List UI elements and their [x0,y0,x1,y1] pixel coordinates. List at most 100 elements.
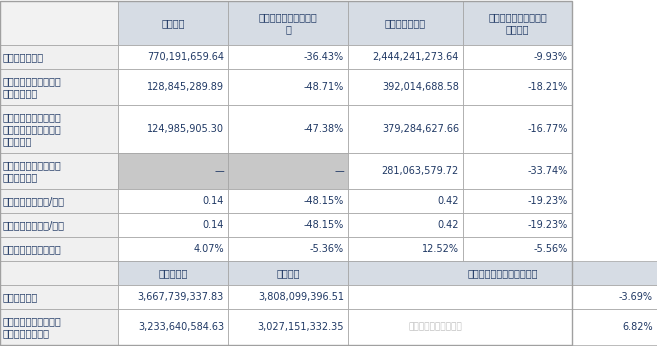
Bar [463,45,572,69]
Text: 128,845,289.89: 128,845,289.89 [147,82,224,92]
Text: 12.52%: 12.52% [422,244,459,254]
Bar [0,105,118,153]
Bar [118,45,228,69]
Bar [228,213,348,237]
Text: -18.21%: -18.21% [528,82,568,92]
Bar [348,69,463,105]
Bar [0,237,118,261]
Bar [118,213,228,237]
Text: -48.15%: -48.15% [304,196,344,206]
Bar [228,45,348,69]
Bar [0,1,572,345]
Bar [0,69,118,105]
Text: 雪球：众成医械研究院: 雪球：众成医械研究院 [409,322,463,331]
Text: 0.42: 0.42 [438,196,459,206]
Bar [0,213,118,237]
Bar [118,285,228,309]
Text: 379,284,627.66: 379,284,627.66 [382,124,459,134]
Text: 0.14: 0.14 [202,220,224,230]
Bar [0,309,118,345]
Text: 基本每股收益（元/股）: 基本每股收益（元/股） [3,196,65,206]
Text: 年初至报告期末: 年初至报告期末 [385,18,426,28]
Text: -3.69%: -3.69% [619,292,653,302]
Bar [118,189,228,213]
Bar [118,153,228,189]
Text: 年初至报告期末比上年
同期增减: 年初至报告期末比上年 同期增减 [488,12,547,34]
Text: —: — [214,166,224,176]
Bar [348,1,463,45]
Bar [348,153,463,189]
Text: 归属于上市公司股东的
净利润（元）: 归属于上市公司股东的 净利润（元） [3,76,62,98]
Text: 经营活动产生的现金流
量净额（元）: 经营活动产生的现金流 量净额（元） [3,160,62,182]
Bar [228,261,348,285]
Text: —: — [334,166,344,176]
Text: 加权平均净资产收益率: 加权平均净资产收益率 [3,244,62,254]
Bar [118,105,228,153]
Text: -48.15%: -48.15% [304,220,344,230]
Text: 归属于上市公司股东的
所有者权益（元）: 归属于上市公司股东的 所有者权益（元） [3,316,62,338]
Bar [118,309,228,345]
Text: 2,444,241,273.64: 2,444,241,273.64 [373,52,459,62]
Bar [463,1,572,45]
Text: 3,233,640,584.63: 3,233,640,584.63 [138,322,224,332]
Bar [0,285,118,309]
Text: -5.56%: -5.56% [533,244,568,254]
Text: 4.07%: 4.07% [193,244,224,254]
Bar [0,261,118,285]
Bar [228,189,348,213]
Text: 770,191,659.64: 770,191,659.64 [147,52,224,62]
Text: 0.14: 0.14 [202,196,224,206]
Bar [348,189,463,213]
Text: 本报告期末比上年度末增减: 本报告期末比上年度末增减 [467,268,537,278]
Text: 本报告期比上年同期增
减: 本报告期比上年同期增 减 [259,12,317,34]
Bar [348,261,657,285]
Bar [118,69,228,105]
Bar [0,1,118,45]
Text: -19.23%: -19.23% [528,196,568,206]
Bar [228,285,348,309]
Text: 3,808,099,396.51: 3,808,099,396.51 [258,292,344,302]
Text: -48.71%: -48.71% [304,82,344,92]
Text: -19.23%: -19.23% [528,220,568,230]
Bar [0,189,118,213]
Text: 上年度末: 上年度末 [276,268,300,278]
Bar [118,261,228,285]
Bar [228,153,348,189]
Text: 归属于上市公司股东的
扣除非经常性损益的净
利润（元）: 归属于上市公司股东的 扣除非经常性损益的净 利润（元） [3,112,62,146]
Bar [348,309,657,345]
Text: 本报告期末: 本报告期末 [158,268,188,278]
Bar [228,237,348,261]
Text: -16.77%: -16.77% [528,124,568,134]
Text: 281,063,579.72: 281,063,579.72 [382,166,459,176]
Bar [0,45,118,69]
Bar [463,213,572,237]
Bar [348,105,463,153]
Text: 营业收入（元）: 营业收入（元） [3,52,44,62]
Text: 0.42: 0.42 [438,220,459,230]
Text: -36.43%: -36.43% [304,52,344,62]
Bar [348,45,463,69]
Bar [228,309,348,345]
Bar [228,69,348,105]
Text: -47.38%: -47.38% [304,124,344,134]
Bar [228,1,348,45]
Text: -9.93%: -9.93% [534,52,568,62]
Text: 稀释每股收益（元/股）: 稀释每股收益（元/股） [3,220,65,230]
Bar [118,1,228,45]
Text: 总资产（元）: 总资产（元） [3,292,38,302]
Text: -33.74%: -33.74% [528,166,568,176]
Text: 124,985,905.30: 124,985,905.30 [147,124,224,134]
Text: 3,027,151,332.35: 3,027,151,332.35 [258,322,344,332]
Bar [348,237,463,261]
Bar [463,189,572,213]
Bar [463,105,572,153]
Bar [228,105,348,153]
Text: 本报告期: 本报告期 [161,18,185,28]
Bar [0,153,118,189]
Bar [118,237,228,261]
Bar [463,69,572,105]
Text: -5.36%: -5.36% [310,244,344,254]
Bar [463,153,572,189]
Bar [348,285,657,309]
Bar [463,237,572,261]
